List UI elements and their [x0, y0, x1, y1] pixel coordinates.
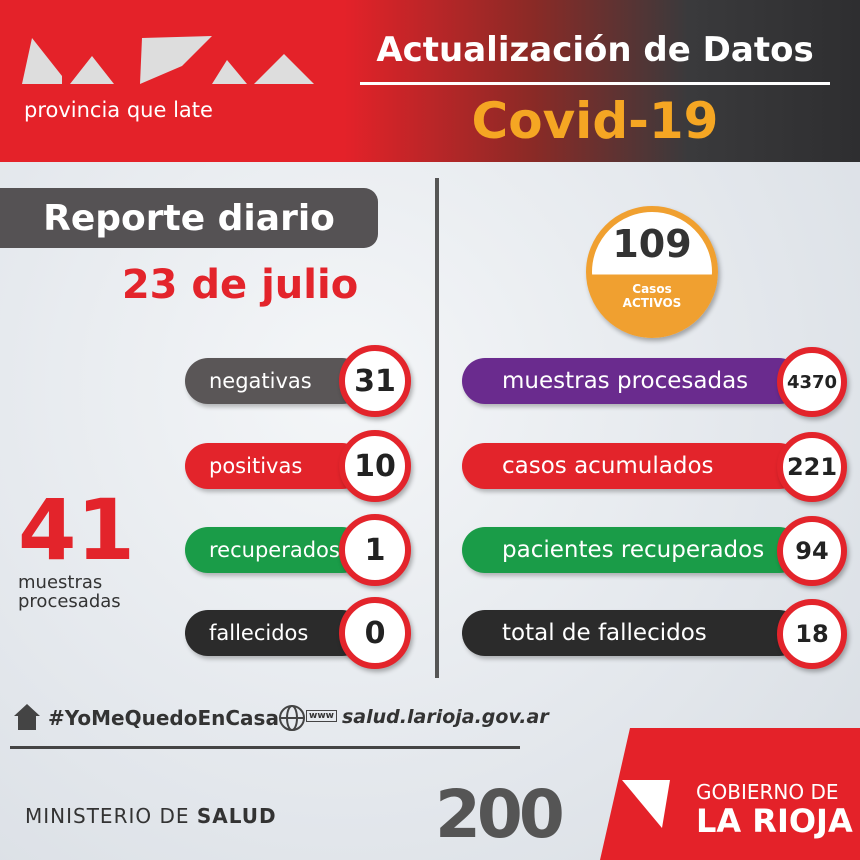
active-label: Casos [632, 282, 672, 296]
anniversary-logo: 200 [435, 776, 565, 853]
total-label: procesadas [18, 591, 121, 612]
cumulative-pill: pacientes recuperados [462, 527, 802, 573]
daily-pill: positivas [185, 443, 365, 489]
ministry: MINISTERIO DE [25, 804, 190, 828]
header-subtitle: Covid-19 [471, 92, 719, 150]
www-badge: www [306, 710, 337, 722]
globe-icon [279, 705, 305, 731]
cumulative-value: 4370 [777, 347, 847, 417]
daily-value: 10 [339, 430, 411, 502]
hashtag: #YoMeQuedoEnCasa [48, 706, 279, 730]
website: salud.larioja.gov.ar [342, 706, 549, 728]
total-value: 41 [18, 481, 135, 579]
active-label: ACTIVOS [622, 296, 682, 310]
tagline: provincia que late [24, 98, 213, 122]
logo-shapes [22, 36, 314, 84]
daily-pill: fallecidos [185, 610, 365, 656]
cumulative-pill: total de fallecidos [462, 610, 802, 656]
daily-pill: negativas [185, 358, 365, 404]
daily-date: 23 de julio [121, 262, 359, 308]
header-rule [360, 82, 830, 85]
cumulative-value: 94 [777, 516, 847, 586]
divider [435, 178, 439, 678]
active-circle [586, 206, 718, 338]
cumulative-pill: muestras procesadas [462, 358, 802, 404]
footer-rule [10, 746, 520, 749]
daily-value: 1 [339, 514, 411, 586]
daily-value: 0 [339, 597, 411, 669]
daily-pill: recuperados [185, 527, 365, 573]
house-icon [14, 704, 40, 730]
cumulative-pill: casos acumulados [462, 443, 802, 489]
ministry-bold: SALUD [196, 804, 277, 828]
daily-title: Reporte diario [0, 188, 378, 248]
total-label: muestras [18, 572, 103, 593]
gov-line: GOBIERNO DE [696, 780, 839, 804]
cumulative-value: 221 [777, 432, 847, 502]
cumulative-value: 18 [777, 599, 847, 669]
header-title: Actualización de Datos [376, 30, 814, 70]
gov-line: LA RIOJA [696, 802, 853, 840]
gov-corner [600, 728, 860, 860]
active-value: 109 [612, 222, 692, 266]
daily-value: 31 [339, 345, 411, 417]
